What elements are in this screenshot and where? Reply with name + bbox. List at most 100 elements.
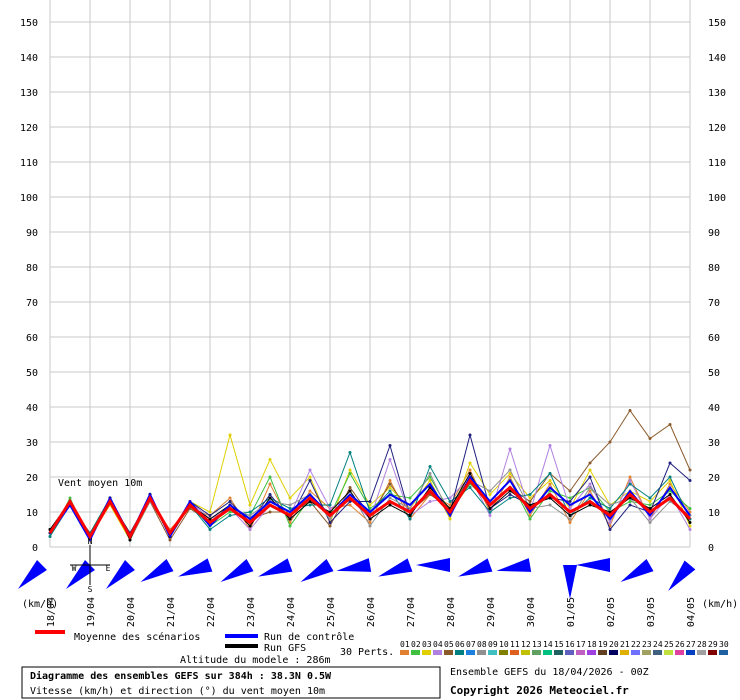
- legend-swatch: [653, 650, 662, 655]
- legend-label: 03: [422, 640, 432, 649]
- legend-swatch: [444, 650, 453, 655]
- point: [248, 503, 252, 507]
- y-tick-label: 0: [32, 543, 38, 554]
- legend-label: 13: [532, 640, 542, 649]
- legend-swatch: [532, 650, 541, 655]
- point: [588, 475, 592, 479]
- y-tick-label-right: 130: [708, 88, 726, 99]
- point: [628, 500, 632, 503]
- point: [248, 510, 252, 514]
- legend-label: 04: [433, 640, 443, 649]
- point: [288, 524, 292, 528]
- point: [428, 472, 432, 475]
- y-tick-label: 140: [20, 53, 38, 64]
- legend-swatch: [719, 650, 728, 655]
- x-tick-label: 18/04: [46, 597, 57, 627]
- point: [568, 500, 572, 503]
- legend-swatch: [411, 650, 420, 655]
- perts-label: 30 Perts.: [340, 647, 394, 658]
- y-tick-label: 60: [26, 333, 38, 344]
- point: [508, 496, 512, 500]
- point: [348, 472, 352, 475]
- point: [268, 496, 272, 500]
- x-tick-label: 20/04: [126, 597, 137, 627]
- point: [528, 500, 532, 503]
- point: [568, 489, 572, 493]
- legend-swatch: [631, 650, 640, 655]
- point: [368, 503, 372, 507]
- legend-label: 10: [499, 640, 509, 649]
- point: [668, 423, 672, 426]
- x-tick-label: 22/04: [206, 597, 217, 627]
- point: [548, 503, 552, 507]
- run-info: Ensemble GEFS du 18/04/2026 - 00Z: [450, 667, 649, 678]
- point: [588, 489, 592, 493]
- legend-swatch: [598, 650, 607, 655]
- point: [688, 524, 692, 528]
- point: [688, 528, 692, 531]
- point: [348, 500, 352, 503]
- point: [448, 503, 452, 507]
- point: [408, 514, 412, 517]
- point: [668, 475, 672, 479]
- y-tick-label: 130: [20, 88, 38, 99]
- point: [228, 433, 232, 437]
- wind-direction: [258, 558, 293, 577]
- point: [208, 528, 212, 531]
- compass-label: W: [72, 564, 77, 573]
- point: [268, 475, 272, 479]
- point: [488, 507, 492, 510]
- point: [608, 521, 612, 524]
- wind-direction: [65, 560, 95, 590]
- legend-label: 28: [697, 640, 707, 649]
- legend-swatch: [675, 650, 684, 655]
- point: [328, 521, 332, 524]
- y-tick-label: 30: [26, 438, 38, 449]
- wind-direction: [178, 558, 213, 577]
- point: [428, 500, 432, 503]
- y-tick-label: 120: [20, 123, 38, 134]
- point: [548, 472, 552, 475]
- point: [308, 468, 312, 472]
- point: [248, 514, 252, 517]
- legend-swatch: [455, 650, 464, 655]
- point: [528, 517, 532, 521]
- point: [288, 507, 292, 510]
- point: [628, 482, 632, 486]
- y-tick-label-right: 40: [708, 403, 720, 414]
- wind-direction: [458, 558, 493, 577]
- legend-label: 12: [521, 640, 531, 649]
- legend-swatch: [565, 650, 574, 655]
- wind-direction: [336, 558, 372, 572]
- point: [388, 479, 392, 482]
- wind-direction: [220, 558, 254, 582]
- point: [468, 472, 472, 475]
- point: [228, 496, 232, 500]
- point: [308, 503, 312, 507]
- point: [488, 493, 492, 496]
- point: [608, 528, 612, 531]
- legend-swatch: [521, 650, 530, 655]
- y-tick-label-right: 120: [708, 123, 726, 134]
- point: [308, 475, 312, 479]
- legend-swatch: [543, 650, 552, 655]
- legend-swatch: [664, 650, 673, 655]
- point: [248, 524, 252, 528]
- point: [328, 507, 332, 510]
- point: [268, 482, 272, 486]
- y-tick-label: 70: [26, 298, 38, 309]
- x-tick-label: 21/04: [166, 597, 177, 627]
- series-line: [48, 477, 692, 540]
- point: [588, 482, 592, 486]
- y-tick-label: 20: [26, 473, 38, 484]
- point: [528, 493, 532, 496]
- wind-direction: [17, 560, 47, 590]
- point: [508, 472, 512, 475]
- legend-label: 20: [609, 640, 619, 649]
- point: [428, 479, 432, 482]
- point: [668, 493, 672, 496]
- point: [688, 479, 692, 482]
- y-tick-label-right: 70: [708, 298, 720, 309]
- y-tick-label: 80: [26, 263, 38, 274]
- point: [228, 500, 232, 503]
